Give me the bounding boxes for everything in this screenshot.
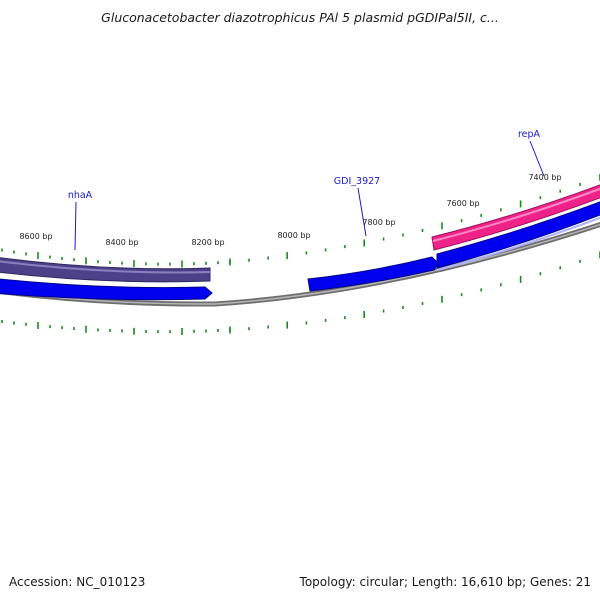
scale-label-8000: 8000 bp: [277, 231, 310, 240]
gene-forward-right-highlight: [436, 216, 600, 271]
gene-nhaA-highlight: [0, 260, 211, 274]
scale-label-7600: 7600 bp: [446, 199, 479, 208]
scale-label-7800: 7800 bp: [362, 218, 395, 227]
gene-label-GDI_3927[interactable]: GDI_3927: [334, 176, 380, 187]
gene-forward-left-shape[interactable]: [0, 277, 213, 301]
gene-GDI_3927-shape[interactable]: [307, 256, 439, 292]
scale-label-7400: 7400 bp: [528, 173, 561, 182]
accession-label: Accession: NC_010123: [9, 575, 146, 589]
inner-scale-ticks: [1, 251, 600, 335]
gene-leader-GDI_3927: [357, 187, 367, 237]
scale-label-8200: 8200 bp: [191, 238, 224, 247]
gene-leader-nhaA: [74, 201, 77, 251]
scale-label-8400: 8400 bp: [105, 238, 138, 247]
gene-forward-right-shape[interactable]: [436, 200, 600, 269]
outer-scale-ticks: [1, 173, 600, 268]
gene-label-repA[interactable]: repA: [518, 129, 541, 140]
map-summary-label: Topology: circular; Length: 16,610 bp; G…: [299, 575, 591, 589]
gene-leader-repA: [529, 140, 545, 177]
gene-nhaA-shape[interactable]: [0, 255, 211, 283]
plasmid-backbone-highlight: [0, 223, 600, 305]
gene-label-nhaA[interactable]: nhaA: [68, 190, 93, 201]
gene-repA-highlight: [432, 187, 600, 242]
scale-label-8600: 8600 bp: [19, 232, 52, 241]
map-title: Gluconacetobacter diazotrophicus PAl 5 p…: [101, 10, 499, 25]
